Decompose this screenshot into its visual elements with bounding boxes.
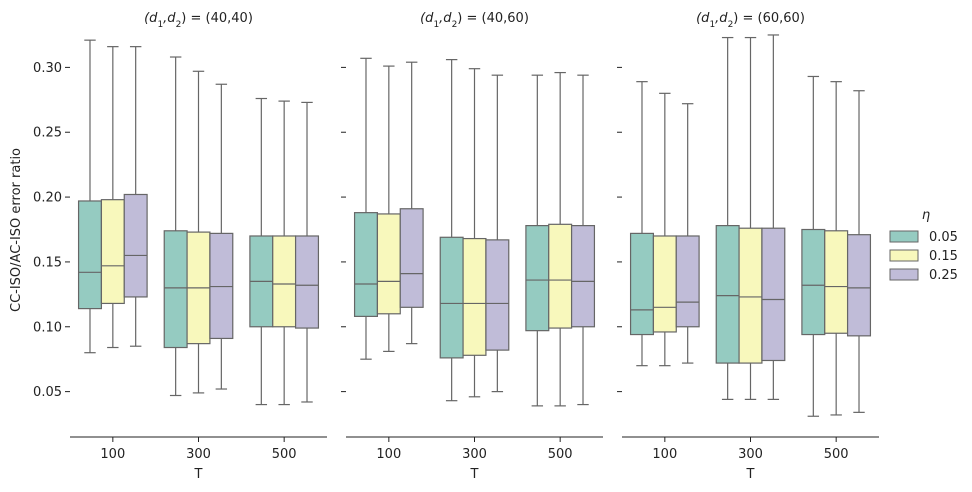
box-0.25 bbox=[399, 208, 424, 308]
box-0.05 bbox=[439, 236, 464, 359]
panel-title-subscript: 1 bbox=[709, 20, 715, 30]
x-tick-label: 500 bbox=[548, 447, 573, 462]
panel-title-part: ,d bbox=[715, 11, 728, 26]
box-0.05 bbox=[801, 228, 826, 336]
legend-label-0.15: 0.15 bbox=[929, 249, 958, 264]
panel-title-subscript: 2 bbox=[452, 20, 458, 30]
panel-title-1: (d1,d2) = (40,40) bbox=[144, 11, 253, 30]
panel-title-subscript: 1 bbox=[433, 20, 439, 30]
legend-title: η bbox=[922, 208, 930, 223]
y-tick-label: 0.05 bbox=[33, 385, 62, 400]
box-0.15 bbox=[548, 223, 573, 329]
x-tick-label: 300 bbox=[738, 447, 763, 462]
box-0.25 bbox=[675, 235, 700, 328]
y-tick-label: 0.15 bbox=[33, 255, 62, 270]
panel-title-subscript: 2 bbox=[728, 20, 734, 30]
box-0.15 bbox=[738, 227, 763, 364]
y-tick-label: 0.30 bbox=[33, 61, 62, 76]
panel-title-part: (d bbox=[144, 11, 158, 26]
box-0.15 bbox=[272, 235, 297, 328]
x-axis-title-1: T bbox=[194, 467, 203, 482]
panel-title-part: ) = (60,60) bbox=[733, 11, 805, 26]
x-axis-title-3: T bbox=[746, 467, 755, 482]
box-0.25 bbox=[570, 225, 596, 328]
panel-title-part: ) = (40,40) bbox=[181, 11, 253, 26]
x-tick-label: 100 bbox=[376, 447, 401, 462]
box-0.25 bbox=[123, 193, 148, 298]
y-tick-label: 0.10 bbox=[33, 320, 62, 335]
panel-title-part: ) = (40,60) bbox=[457, 11, 529, 26]
panel-title-part: ,d bbox=[439, 11, 452, 26]
box-0.05 bbox=[629, 232, 655, 336]
legend-swatch-0.05 bbox=[889, 230, 919, 243]
legend-label-0.05: 0.05 bbox=[929, 230, 958, 245]
legend-swatch-0.25 bbox=[889, 268, 919, 281]
box-0.05 bbox=[715, 225, 740, 364]
panel-title-2: (d1,d2) = (40,60) bbox=[420, 11, 529, 30]
y-tick-label: 0.25 bbox=[33, 126, 62, 141]
panel-title-part: (d bbox=[696, 11, 710, 26]
box-0.25 bbox=[294, 235, 320, 329]
box-0.15 bbox=[652, 235, 677, 333]
box-0.05 bbox=[77, 200, 103, 310]
legend-swatch-0.15 bbox=[889, 249, 919, 262]
panel-title-part: (d bbox=[420, 11, 434, 26]
legend-label-0.25: 0.25 bbox=[929, 268, 958, 283]
x-tick-label: 100 bbox=[652, 447, 677, 462]
x-tick-label: 100 bbox=[100, 447, 125, 462]
box-0.25 bbox=[761, 227, 786, 362]
y-axis-title: CC-ISO/AC-ISO error ratio bbox=[9, 148, 24, 312]
x-tick-label: 300 bbox=[186, 447, 211, 462]
box-0.25 bbox=[485, 239, 510, 351]
x-tick-label: 500 bbox=[824, 447, 849, 462]
box-0.25 bbox=[846, 234, 872, 337]
y-tick-label: 0.20 bbox=[33, 191, 62, 206]
box-0.05 bbox=[525, 225, 550, 332]
panel-title-part: ,d bbox=[163, 11, 176, 26]
box-0.15 bbox=[824, 230, 849, 334]
box-0.05 bbox=[353, 212, 379, 317]
box-0.15 bbox=[100, 199, 125, 305]
panel-title-subscript: 1 bbox=[157, 20, 163, 30]
x-axis-title-2: T bbox=[470, 467, 479, 482]
box-0.05 bbox=[163, 230, 188, 349]
panel-title-3: (d1,d2) = (60,60) bbox=[696, 11, 805, 30]
box-0.15 bbox=[376, 213, 401, 315]
x-tick-label: 300 bbox=[462, 447, 487, 462]
box-0.25 bbox=[209, 232, 234, 340]
box-0.15 bbox=[462, 237, 487, 356]
x-tick-label: 500 bbox=[272, 447, 297, 462]
panel-title-subscript: 2 bbox=[176, 20, 182, 30]
